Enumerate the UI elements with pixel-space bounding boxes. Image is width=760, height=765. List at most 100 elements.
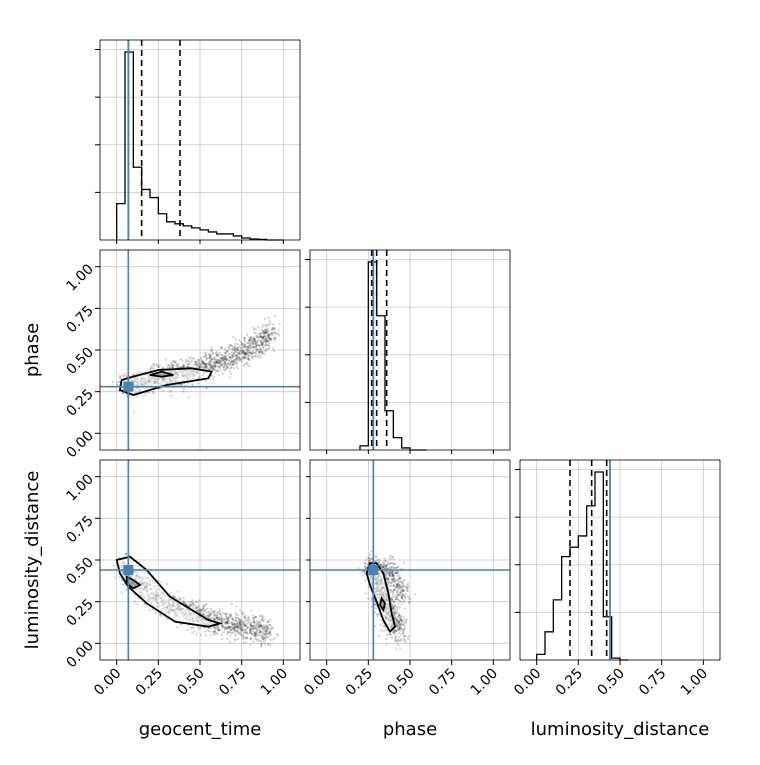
sample-point [262,330,265,333]
sample-point [239,622,242,625]
sample-point [211,365,214,368]
sample-point [256,634,259,637]
sample-point [213,633,216,636]
sample-point [263,636,266,639]
sample-point [248,338,251,341]
sample-point [179,365,182,368]
sample-point [368,553,371,556]
sample-point [216,353,219,356]
sample-point [216,354,220,358]
sample-point [232,336,235,339]
sample-point [202,355,206,358]
sample-point [268,344,271,348]
sample-point [229,614,232,618]
sample-point [166,366,169,370]
sample-point [251,340,254,343]
sample-point [121,374,124,378]
sample-point [201,613,204,616]
sample-point [230,357,233,360]
sample-point [249,624,252,627]
sample-point [214,358,217,361]
sample-point [217,618,221,621]
sample-point [188,360,191,363]
sample-point [215,362,218,365]
sample-point [257,631,260,634]
sample-point [125,375,128,378]
sample-point [242,621,246,624]
x-tick-label: 0.75 [216,666,249,699]
sample-point [240,349,243,352]
sample-point [234,342,237,345]
sample-point [397,593,401,596]
sample-point [396,585,399,588]
sample-point [156,364,159,368]
sample-point [238,352,242,356]
sample-point [249,621,253,624]
sample-point [223,626,226,630]
sample-point [230,628,233,631]
sample-point [230,366,233,370]
sample-point [219,613,222,616]
sample-point [253,634,256,637]
sample-point [246,625,249,629]
sample-point [391,607,394,610]
sample-point [233,627,236,630]
sample-point [217,361,220,364]
sample-point [390,584,393,587]
sample-point [245,627,249,630]
sample-point [230,359,233,362]
sample-point [234,616,238,619]
sample-point [239,620,242,624]
sample-point [200,362,203,366]
sample-point [210,630,213,634]
sample-point [259,356,262,359]
sample-point [262,336,265,339]
sample-point [244,636,247,639]
contour-line [118,367,214,396]
sample-point [182,390,185,393]
sample-point [278,323,281,326]
sample-point [259,339,263,343]
sample-point [197,361,201,364]
sample-point [395,590,399,593]
sample-point [268,337,271,340]
sample-point [193,630,197,633]
sample-point [261,352,264,355]
sample-point [237,355,240,358]
sample-point [231,623,235,626]
sample-point [208,361,211,364]
sample-point [225,616,229,619]
sample-point [233,628,236,632]
sample-point [226,346,229,349]
sample-point [363,562,366,565]
sample-point [232,366,236,370]
sample-point [223,621,226,624]
sample-point [254,630,258,633]
sample-point [214,625,217,628]
sample-point [171,366,174,369]
sample-point [232,359,235,363]
sample-point [250,625,253,628]
sample-point [267,334,270,337]
sample-point [216,617,219,620]
sample-point [248,351,251,354]
sample-point [198,359,201,362]
sample-point [264,626,267,629]
sample-point [389,558,392,561]
sample-point [208,627,211,630]
sample-point [224,625,227,629]
sample-point [225,627,228,630]
sample-point [212,360,215,363]
sample-point [254,342,258,345]
sample-point [398,599,401,603]
sample-point [205,387,208,390]
sample-point [264,335,267,338]
sample-point [222,368,225,371]
sample-point [248,344,252,347]
sample-point [249,352,252,355]
sample-point [259,335,263,339]
sample-point [260,343,263,347]
sample-point [195,360,198,364]
sample-point [225,620,228,624]
sample-point [203,366,206,369]
